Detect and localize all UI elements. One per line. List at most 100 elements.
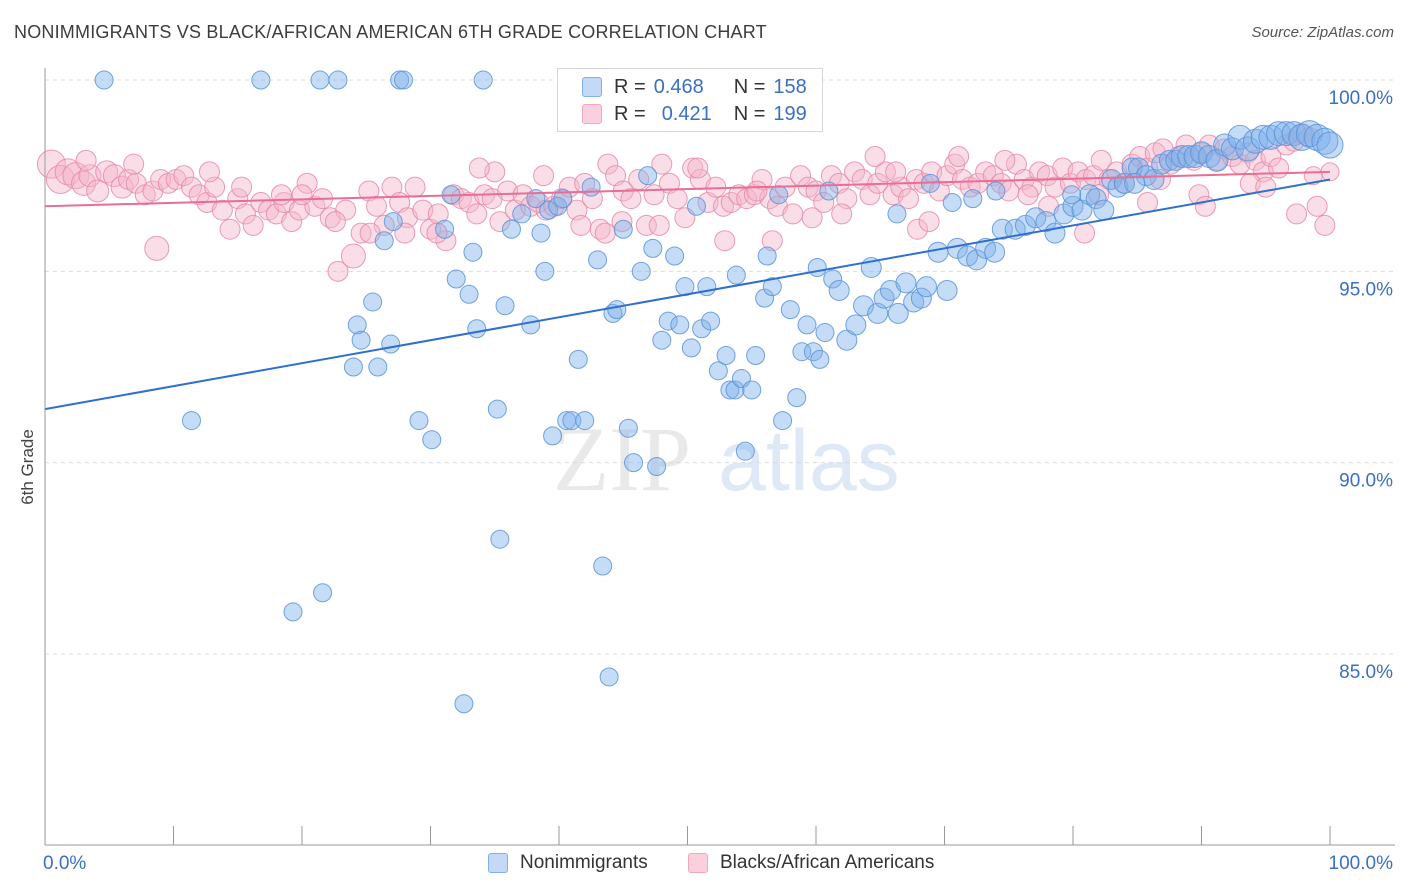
y-tick-label: 90.0% [1339, 471, 1393, 492]
blue-point [819, 181, 839, 201]
pink-point [1036, 165, 1058, 187]
pink-point [666, 188, 688, 210]
blue-point [1044, 222, 1066, 244]
blue-point [658, 311, 678, 331]
pink-point [250, 191, 272, 213]
blue-point [495, 296, 515, 316]
legend-item-blacks: Blacks/African Americans [688, 852, 934, 874]
pink-point [659, 172, 681, 194]
blue-point [313, 583, 333, 603]
legend-row-pink: R = 0.421 N = 199 [582, 102, 807, 126]
blue-point [823, 269, 843, 289]
watermark-zip: ZIP [553, 408, 691, 510]
pink-point [327, 260, 349, 282]
pink-point [198, 161, 220, 183]
pink-point [173, 165, 195, 187]
blue-point [409, 411, 429, 431]
legend-r-label: R = [614, 75, 646, 98]
pink-point [1137, 191, 1159, 213]
pink-point [358, 180, 380, 202]
blue-point [936, 279, 958, 301]
blue-point [624, 453, 644, 473]
blue-point [1316, 131, 1344, 159]
pink-point [948, 146, 970, 168]
pink-point [967, 172, 989, 194]
pink-point [227, 188, 249, 210]
pink-point [291, 184, 313, 206]
legend-swatch-pink [688, 853, 708, 873]
blue-point [394, 70, 414, 90]
blue-point [553, 189, 573, 209]
pink-point [651, 153, 673, 175]
blue-point [473, 70, 493, 90]
blue-point [755, 288, 775, 308]
blue-point [422, 430, 442, 450]
blue-point [845, 314, 867, 336]
pink-point [570, 214, 592, 236]
blue-point [726, 265, 746, 285]
correlation-legend: R = 0.468 N = 158 R = 0.421 N = 199 [557, 68, 823, 132]
legend-row-blue: R = 0.468 N = 158 [582, 75, 807, 99]
pink-point [1149, 168, 1171, 190]
blue-point [681, 338, 701, 358]
pink-point [373, 214, 395, 236]
blue-point [1183, 145, 1207, 169]
pink-point [123, 153, 145, 175]
blue-point [368, 357, 388, 377]
pink-point [1017, 184, 1039, 206]
legend-r-label: R = [614, 102, 646, 125]
blue-point [991, 218, 1013, 240]
blue-point [94, 70, 114, 90]
pink-point [885, 161, 907, 183]
pink-point [489, 211, 511, 233]
blue-point [1124, 172, 1146, 194]
blue-point [742, 380, 762, 400]
legend-swatch-blue [488, 853, 508, 873]
blue-point [887, 204, 907, 224]
pink-point [144, 235, 170, 261]
pink-point [828, 172, 850, 194]
blue-point [435, 219, 455, 239]
y-axis-label: 6th Grade [18, 429, 37, 505]
pink-point [898, 188, 920, 210]
blue-point [1303, 123, 1331, 151]
pink-point [759, 188, 781, 210]
blue-point [963, 189, 983, 209]
blue-point [381, 334, 401, 354]
legend-r-value: 0.468 [653, 75, 704, 98]
blue-point [599, 667, 619, 687]
y-tick-label: 95.0% [1339, 279, 1393, 300]
blue-point [686, 196, 706, 216]
blue-point [467, 319, 487, 339]
blue-point [1071, 199, 1093, 221]
pink-point [45, 164, 75, 194]
watermark-atlas: atlas [718, 413, 900, 509]
pink-point [1268, 157, 1290, 179]
trend-line-pink [44, 170, 1331, 208]
pink-point [404, 176, 426, 198]
pink-point [340, 243, 366, 269]
pink-point [687, 157, 709, 179]
blue-point [797, 315, 817, 335]
pink-point [620, 188, 642, 210]
blue-point [1242, 128, 1268, 154]
source-label: Source: ZipAtlas.com [1251, 24, 1394, 41]
pink-point [296, 172, 318, 194]
pink-point [466, 203, 488, 225]
blue-point [1158, 149, 1180, 171]
blue-point [487, 399, 507, 419]
blue-point [725, 380, 745, 400]
blue-point [521, 315, 541, 335]
legend-swatch-blue [582, 77, 602, 97]
pink-point [682, 157, 704, 179]
pink-point [1194, 195, 1216, 217]
blue-point [1273, 121, 1299, 147]
legend-n-label: N = [733, 75, 766, 98]
pink-point [71, 170, 97, 196]
blue-point [575, 411, 595, 431]
blue-point [463, 242, 483, 262]
blue-point [618, 418, 638, 438]
blue-point [807, 258, 827, 278]
blue-point [1079, 184, 1101, 206]
pink-point [219, 218, 241, 240]
